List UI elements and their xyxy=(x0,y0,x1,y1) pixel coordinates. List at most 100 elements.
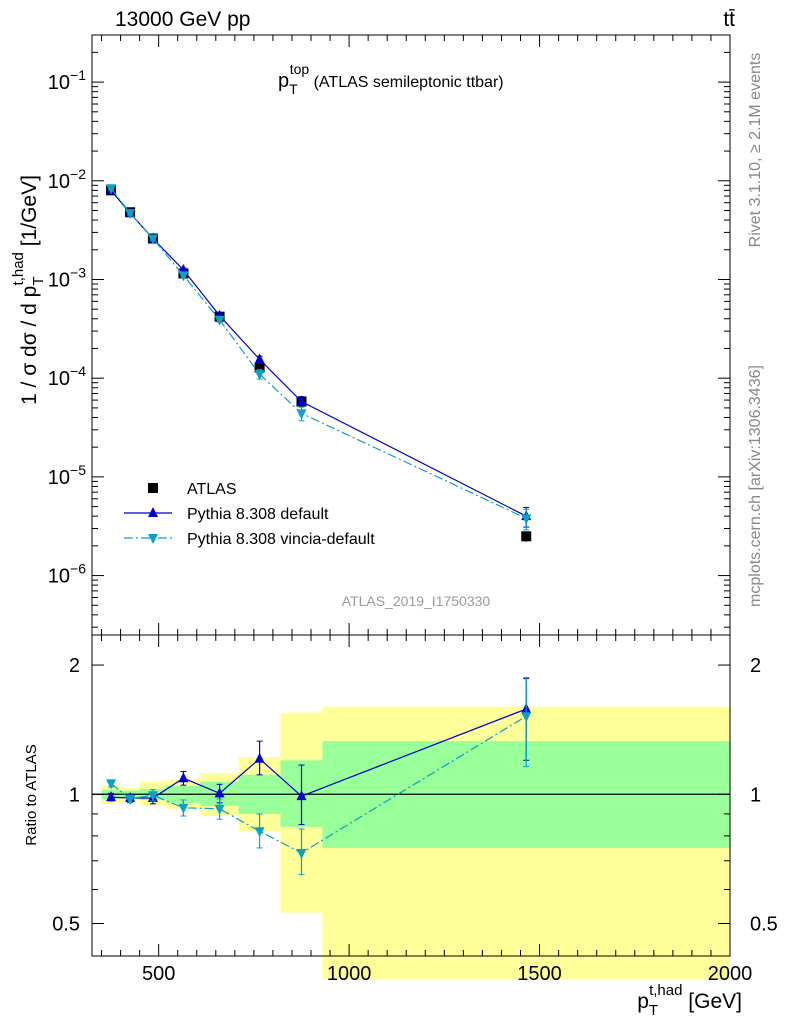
x-axis-label-unit: [GeV] xyxy=(682,990,742,1013)
ratio-data-point xyxy=(178,772,189,783)
x-axis-label-sup: t,had xyxy=(649,982,682,999)
main-x-ticks xyxy=(101,35,731,635)
main-y-tick-label: 10−3 xyxy=(48,264,86,291)
ratio-data-point xyxy=(106,791,117,802)
x-tick-label: 2000 xyxy=(708,963,753,985)
data-point xyxy=(178,271,189,282)
legend-item: Pythia 8.308 vincia-default xyxy=(124,531,375,548)
ratio-data-point xyxy=(147,791,158,802)
data-point xyxy=(106,184,117,195)
ratio-data-point xyxy=(254,827,265,838)
ratio-panel-frame xyxy=(91,634,731,957)
main-y-axis-label: 1 / σ dσ / d pTt,had [1/GeV] xyxy=(10,175,47,405)
legend-label: Pythia 8.308 default xyxy=(187,506,329,523)
main-y-tick-label-exponent: −5 xyxy=(70,462,86,478)
series-line xyxy=(110,187,527,519)
ratio-data-point xyxy=(296,790,307,801)
main-y-tick-label-exponent: −2 xyxy=(70,166,86,182)
ratio-y-tick-label: 0.5 xyxy=(52,913,80,935)
legend-marker xyxy=(148,507,158,517)
series-pythia-8-308-default xyxy=(106,184,532,528)
ratio-panel: 0.5 0.5 1 1 2 2 500 1000 1500 2000 Ratio to ATLAS… xyxy=(23,634,778,1019)
data-point xyxy=(254,362,265,373)
ratio-data-point xyxy=(296,848,307,859)
ratio-series-line xyxy=(111,708,527,799)
ratio-y-tick-label: 2 xyxy=(69,655,80,677)
ratio-data-point xyxy=(254,752,265,763)
plot-title-sup: top xyxy=(290,61,310,77)
data-point xyxy=(521,531,532,542)
main-y-axis-label-sub: T xyxy=(30,276,47,285)
main-y-tick-label-exponent: −4 xyxy=(70,363,86,379)
ratio-y-tick-label-right: 2 xyxy=(750,655,761,677)
data-point xyxy=(521,514,532,525)
legend-label: Pythia 8.308 vincia-default xyxy=(187,531,375,548)
main-y-axis-label-unit: [1/GeV] xyxy=(18,175,41,252)
ratio-data-point xyxy=(106,779,117,790)
main-y-tick-label: 10−6 xyxy=(48,561,86,588)
plot-title-rest: (ATLAS semileptonic ttbar) xyxy=(309,74,503,91)
data-point xyxy=(254,353,265,364)
analysis-watermark: ATLAS_2019_I1750330 xyxy=(342,593,491,609)
series-line xyxy=(110,189,527,517)
ratio-x-ticks: 500 1000 1500 2000 xyxy=(101,635,753,985)
legend-label: ATLAS xyxy=(187,481,237,498)
data-point xyxy=(296,395,307,406)
ratio-series-line xyxy=(110,715,527,854)
main-y-tick-label-base: 10 xyxy=(48,368,70,390)
main-y-axis-label-sup: t,had xyxy=(10,252,27,285)
mcplots-reference-text: mcplots.cern.ch [arXiv:1306.3436] xyxy=(747,365,764,607)
x-axis-label: pTt,had [GeV] xyxy=(637,982,742,1019)
x-axis-label-main: p xyxy=(637,990,649,1013)
ratio-y-tick-label: 1 xyxy=(69,784,80,806)
data-point xyxy=(214,315,225,326)
ratio-uncertainty-bands xyxy=(101,706,730,980)
main-y-tick-label-base: 10 xyxy=(48,566,70,588)
main-y-tick-label: 10−1 xyxy=(48,67,86,94)
main-y-tick-label: 10−2 xyxy=(48,166,86,193)
header-left: 13000 GeV pp xyxy=(115,8,250,31)
ratio-data-point xyxy=(214,787,225,798)
main-y-tick-label-base: 10 xyxy=(48,269,70,291)
data-point xyxy=(296,409,307,420)
series-pythia-8-308-vincia-default xyxy=(106,184,532,531)
main-y-tick-label-base: 10 xyxy=(48,171,70,193)
header-right: tt̄ xyxy=(723,8,735,31)
legend-item: Pythia 8.308 default xyxy=(124,506,329,523)
main-y-tick-label-exponent: −6 xyxy=(70,561,86,577)
x-tick-label: 500 xyxy=(142,963,175,985)
legend-item: ATLAS xyxy=(148,481,237,498)
data-point xyxy=(254,370,265,381)
main-y-ticks: 10−610−510−410−310−210−1 xyxy=(48,51,730,628)
ratio-y-tick-label-right: 1 xyxy=(750,784,761,806)
main-y-tick-label: 10−4 xyxy=(48,363,86,390)
x-tick-label: 1000 xyxy=(327,963,372,985)
ratio-y-axis-label: Ratio to ATLAS xyxy=(23,744,40,845)
x-tick-label: 1500 xyxy=(517,963,562,985)
ratio-data-point xyxy=(521,712,532,723)
main-y-tick-label: 10−5 xyxy=(48,462,86,489)
ratio-series-pythia-8-308-default xyxy=(106,678,532,826)
main-y-tick-label-exponent: −3 xyxy=(70,264,86,280)
data-point xyxy=(125,209,136,220)
plot-title-sub: T xyxy=(289,81,298,97)
legend-marker xyxy=(148,483,158,493)
main-y-tick-label-base: 10 xyxy=(48,467,70,489)
data-point xyxy=(147,234,158,245)
ratio-data-point xyxy=(125,795,136,806)
ratio-y-tick-label-right: 0.5 xyxy=(750,913,778,935)
ratio-data-point xyxy=(214,804,225,815)
rivet-version-text: Rivet 3.1.10, ≥ 2.1M events xyxy=(747,53,764,248)
main-panel: 10−610−510−410−310−210−1 pTtop (ATLAS se… xyxy=(10,34,731,636)
ratio-series-pythia-8-308-vincia-default xyxy=(106,677,532,876)
ratio-y-ticks: 0.5 0.5 1 1 2 2 xyxy=(52,655,778,935)
legend: ATLAS Pythia 8.308 default Pythia 8.308 vi… xyxy=(124,481,375,548)
main-y-tick-label-exponent: −1 xyxy=(70,67,86,83)
main-y-axis-label-main: 1 / σ dσ / d p xyxy=(18,286,41,405)
legend-marker xyxy=(148,534,158,544)
x-axis-label-sub: T xyxy=(649,1002,658,1019)
plot-title-main: p xyxy=(278,70,289,92)
ratio-data-point xyxy=(178,803,189,814)
plot-title: pTtop (ATLAS semileptonic ttbar) xyxy=(278,61,504,97)
